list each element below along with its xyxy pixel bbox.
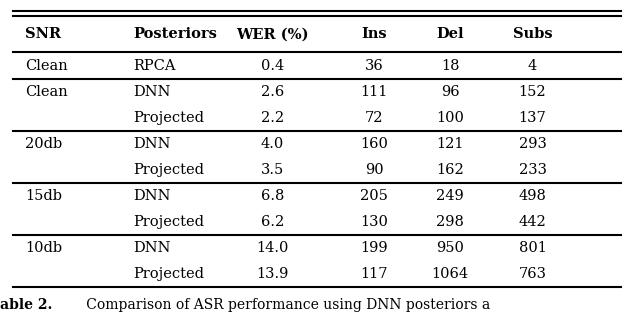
Text: 763: 763 bbox=[519, 267, 547, 281]
Text: 10db: 10db bbox=[25, 241, 63, 255]
Text: DNN: DNN bbox=[133, 241, 171, 255]
Text: Projected: Projected bbox=[133, 163, 204, 177]
Text: 121: 121 bbox=[436, 137, 464, 151]
Text: Posteriors: Posteriors bbox=[133, 27, 217, 41]
Text: 249: 249 bbox=[436, 189, 464, 203]
Text: 96: 96 bbox=[441, 85, 460, 99]
Text: 298: 298 bbox=[436, 215, 464, 229]
Text: 72: 72 bbox=[365, 111, 384, 125]
Text: 90: 90 bbox=[365, 163, 384, 177]
Text: 4: 4 bbox=[528, 59, 537, 73]
Text: Projected: Projected bbox=[133, 215, 204, 229]
Text: 801: 801 bbox=[519, 241, 547, 255]
Text: 1064: 1064 bbox=[432, 267, 469, 281]
Text: Clean: Clean bbox=[25, 59, 68, 73]
Text: 2.6: 2.6 bbox=[261, 85, 284, 99]
Text: DNN: DNN bbox=[133, 189, 171, 203]
Text: 3.5: 3.5 bbox=[261, 163, 284, 177]
Text: Clean: Clean bbox=[25, 85, 68, 99]
Text: 100: 100 bbox=[436, 111, 464, 125]
Text: Projected: Projected bbox=[133, 111, 204, 125]
Text: 205: 205 bbox=[360, 189, 388, 203]
Text: 14.0: 14.0 bbox=[256, 241, 289, 255]
Text: able 2.: able 2. bbox=[0, 298, 53, 312]
Text: Comparison of ASR performance using DNN posteriors a: Comparison of ASR performance using DNN … bbox=[60, 298, 491, 312]
Text: 152: 152 bbox=[519, 85, 547, 99]
Text: 13.9: 13.9 bbox=[256, 267, 289, 281]
Text: Ins: Ins bbox=[361, 27, 387, 41]
Text: 4.0: 4.0 bbox=[261, 137, 284, 151]
Text: 117: 117 bbox=[360, 267, 388, 281]
Text: DNN: DNN bbox=[133, 137, 171, 151]
Text: 20db: 20db bbox=[25, 137, 63, 151]
Text: 160: 160 bbox=[360, 137, 388, 151]
Text: 137: 137 bbox=[519, 111, 547, 125]
Text: 950: 950 bbox=[436, 241, 464, 255]
Text: 130: 130 bbox=[360, 215, 388, 229]
Text: 111: 111 bbox=[360, 85, 388, 99]
Text: Del: Del bbox=[436, 27, 464, 41]
Text: 0.4: 0.4 bbox=[261, 59, 284, 73]
Text: 442: 442 bbox=[519, 215, 547, 229]
Text: 233: 233 bbox=[519, 163, 547, 177]
Text: 6.2: 6.2 bbox=[261, 215, 284, 229]
Text: 18: 18 bbox=[441, 59, 460, 73]
Text: Projected: Projected bbox=[133, 267, 204, 281]
Text: 2.2: 2.2 bbox=[261, 111, 284, 125]
Text: 36: 36 bbox=[365, 59, 384, 73]
Text: DNN: DNN bbox=[133, 85, 171, 99]
Text: 498: 498 bbox=[519, 189, 547, 203]
Text: 6.8: 6.8 bbox=[261, 189, 284, 203]
Text: Subs: Subs bbox=[513, 27, 552, 41]
Text: SNR: SNR bbox=[25, 27, 61, 41]
Text: 162: 162 bbox=[436, 163, 464, 177]
Text: WER (%): WER (%) bbox=[236, 27, 309, 41]
Text: 15db: 15db bbox=[25, 189, 62, 203]
Text: 199: 199 bbox=[360, 241, 388, 255]
Text: 293: 293 bbox=[519, 137, 547, 151]
Text: RPCA: RPCA bbox=[133, 59, 176, 73]
